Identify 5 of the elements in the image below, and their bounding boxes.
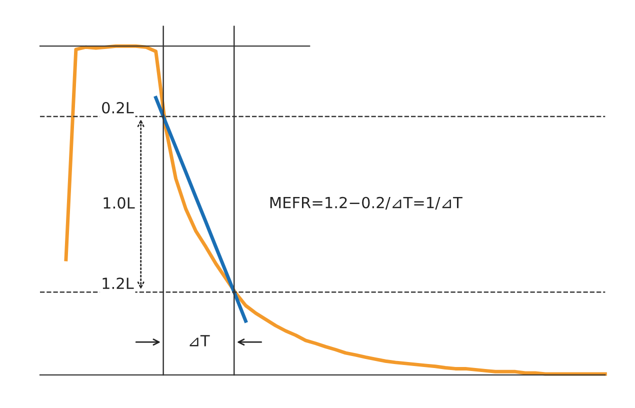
annotation: 1.0L: [104, 197, 135, 209]
ref-line-label: 0.2L: [102, 102, 134, 114]
annotation: ⊿T: [190, 335, 210, 346]
ref-line-label: 1.2L: [102, 278, 134, 289]
annotation: MEFR=1.2−0.2/⊿T=1/⊿T: [270, 196, 462, 210]
